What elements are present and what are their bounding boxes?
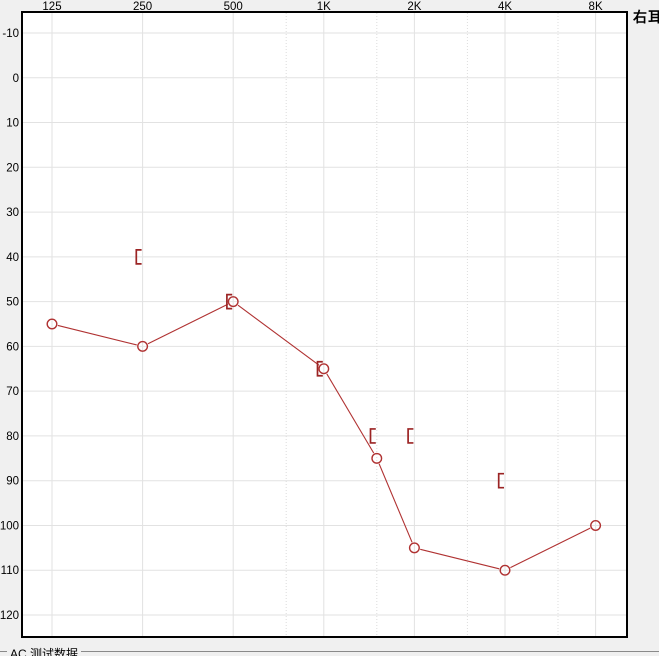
db-tick-label: 70 [6, 386, 19, 398]
ac-threshold-line [326, 373, 375, 454]
db-tick-label: 90 [6, 476, 19, 488]
db-tick-label: 0 [13, 73, 19, 85]
plot-border [21, 11, 628, 638]
db-tick-label: 120 [0, 610, 19, 622]
bc-threshold-marker [226, 293, 233, 310]
db-tick-label: 30 [6, 207, 19, 219]
ac-threshold-line [420, 548, 500, 570]
ac-threshold-marker [590, 519, 602, 531]
freq-tick-label: 1K [317, 1, 331, 13]
db-tick-label: 80 [6, 431, 19, 443]
ac-threshold-marker [318, 363, 330, 375]
ear-label: 右耳 [633, 9, 659, 25]
db-tick-label: 40 [6, 252, 19, 264]
db-tick-label: 20 [6, 162, 19, 174]
groupbox-border-line [0, 651, 659, 652]
bc-threshold-marker [135, 249, 142, 265]
bc-threshold-marker [497, 472, 504, 489]
freq-tick-label: 125 [42, 1, 61, 13]
ac-threshold-line [57, 324, 137, 346]
freq-tick-label: 250 [133, 1, 152, 13]
bc-threshold-marker [369, 428, 376, 444]
ac-threshold-marker [227, 296, 239, 308]
groupbox-title: AC 测试数据 [7, 645, 82, 656]
db-tick-label: 60 [6, 341, 19, 353]
ac-threshold-line [378, 463, 413, 543]
bc-threshold-marker [316, 360, 323, 377]
bc-threshold-marker [407, 428, 414, 444]
db-tick-label: 50 [6, 297, 19, 309]
db-tick-label: 10 [6, 118, 19, 130]
ac-threshold-marker [371, 452, 383, 464]
db-tick-label: -10 [2, 28, 19, 40]
ac-threshold-marker [137, 340, 149, 352]
freq-tick-label: 500 [224, 1, 243, 13]
ac-threshold-line [147, 303, 229, 345]
ac-threshold-marker [408, 542, 420, 554]
ac-threshold-marker [46, 318, 58, 330]
ac-threshold-marker [499, 564, 511, 576]
db-tick-label: 100 [0, 520, 19, 532]
db-tick-label: 110 [1, 565, 19, 577]
ac-threshold-line [237, 304, 320, 366]
freq-tick-label: 2K [407, 1, 421, 13]
plot-background[interactable] [22, 12, 627, 637]
ac-threshold-line [510, 527, 591, 569]
freq-tick-label: 8K [589, 1, 603, 13]
freq-tick-label: 4K [498, 1, 512, 13]
